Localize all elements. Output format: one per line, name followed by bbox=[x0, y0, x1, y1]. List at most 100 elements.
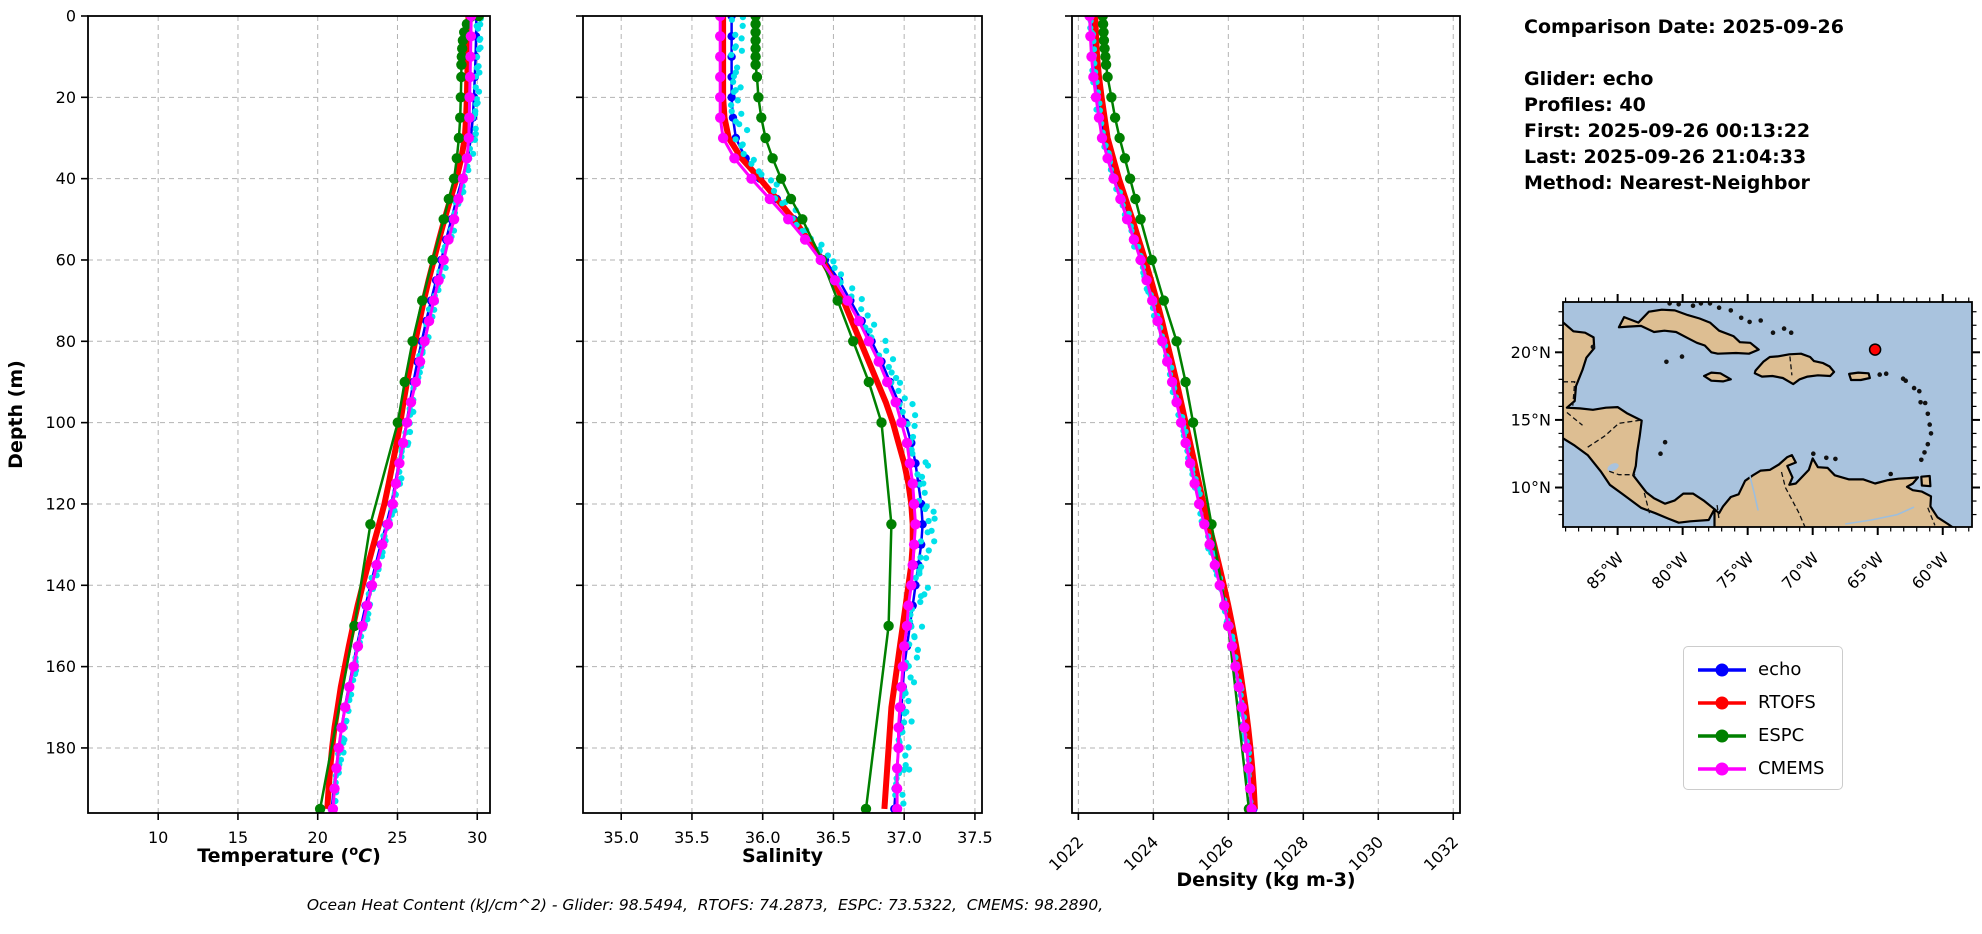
small-island bbox=[1679, 354, 1685, 359]
map-frame bbox=[1562, 301, 1973, 528]
land-yucatan_central_america bbox=[1563, 320, 1716, 524]
gridlines bbox=[88, 15, 490, 813]
small-island bbox=[1928, 431, 1934, 436]
small-island bbox=[1883, 371, 1889, 377]
last-time-line: Last: 2025-09-26 21:04:33 bbox=[1524, 146, 1807, 168]
series-line-CMEMS bbox=[718, 16, 917, 809]
xaxis-label-temperature: Temperature (oC) bbox=[197, 844, 381, 867]
series-line-RTOFS bbox=[720, 16, 916, 810]
small-island bbox=[1888, 471, 1893, 477]
map-lon-label: 60°W bbox=[1908, 548, 1953, 593]
small-island bbox=[1788, 330, 1794, 336]
small-island bbox=[1811, 451, 1816, 457]
svg-text:35.0: 35.0 bbox=[603, 828, 639, 847]
scatter-glider-raw-profiles bbox=[728, 16, 938, 807]
legend-label-cmems: CMEMS bbox=[1758, 758, 1825, 779]
svg-text:37.0: 37.0 bbox=[886, 828, 922, 847]
country-border bbox=[1780, 471, 1806, 527]
info-spacer bbox=[1524, 40, 1844, 66]
small-island bbox=[1676, 302, 1681, 307]
legend-label-echo: echo bbox=[1758, 659, 1802, 680]
legend-item-echo: echo bbox=[1684, 653, 1842, 686]
small-island bbox=[1911, 385, 1917, 391]
series-line-CMEMS bbox=[331, 16, 473, 810]
country-border bbox=[1789, 356, 1793, 376]
location-map: 85°W 80°W 75°W 70°W 65°W 60°W 20°N 15°N 10°N bbox=[1511, 294, 1980, 593]
small-island bbox=[1922, 450, 1927, 455]
small-island bbox=[1919, 457, 1924, 463]
legend-marker-cmems bbox=[1698, 762, 1746, 775]
small-island bbox=[1747, 319, 1752, 325]
svg-text:0: 0 bbox=[66, 7, 76, 26]
series-markers-echo bbox=[1088, 16, 1258, 813]
first-time-line: First: 2025-09-26 00:13:22 bbox=[1524, 120, 1811, 142]
gridlines bbox=[583, 15, 982, 813]
svg-text:1032: 1032 bbox=[1420, 832, 1462, 874]
map-lake bbox=[1607, 463, 1619, 472]
small-island bbox=[1590, 344, 1596, 350]
svg-text:100: 100 bbox=[45, 413, 76, 432]
map-content bbox=[1563, 302, 1972, 527]
svg-text:80: 80 bbox=[56, 332, 76, 351]
gridlines bbox=[1072, 15, 1460, 813]
scatter-glider-raw-profiles bbox=[1087, 16, 1255, 806]
country-border bbox=[1716, 505, 1720, 521]
small-island bbox=[1658, 451, 1663, 457]
small-island bbox=[1903, 378, 1908, 384]
svg-text:40: 40 bbox=[56, 169, 76, 188]
map-lat-label: 10°N bbox=[1511, 478, 1551, 497]
series-line-RTOFS bbox=[1092, 16, 1258, 810]
axis-ticks: 10 15 20 25 30 0 20 40 60 80 100 120 140 160 180 bbox=[45, 7, 487, 848]
land-trinidad bbox=[1920, 474, 1932, 488]
svg-text:10: 10 bbox=[148, 828, 168, 847]
small-island bbox=[1781, 326, 1787, 331]
series-markers-CMEMS bbox=[715, 16, 921, 813]
svg-text:120: 120 bbox=[45, 494, 76, 513]
svg-text:37.5: 37.5 bbox=[957, 828, 993, 847]
svg-text:1024: 1024 bbox=[1120, 832, 1162, 874]
country-border bbox=[1608, 470, 1636, 476]
panel-frame bbox=[87, 15, 491, 814]
small-island bbox=[1690, 303, 1696, 309]
legend-marker-espc bbox=[1698, 729, 1746, 742]
small-island bbox=[1877, 372, 1882, 377]
country-border bbox=[1927, 507, 1936, 526]
svg-text:180: 180 bbox=[45, 738, 76, 757]
glider-name-line: Glider: echo bbox=[1524, 68, 1654, 90]
small-island bbox=[1662, 439, 1668, 445]
svg-text:1022: 1022 bbox=[1045, 832, 1087, 874]
series-markers-CMEMS bbox=[1084, 16, 1257, 813]
small-island bbox=[1925, 441, 1931, 447]
map-river bbox=[1845, 506, 1915, 525]
small-island bbox=[1917, 388, 1922, 394]
small-island bbox=[1707, 302, 1713, 306]
comparison-info: Comparison Date: 2025-09-26 Glider: echo… bbox=[1524, 14, 1844, 196]
land-cuba bbox=[1617, 308, 1760, 355]
series-group bbox=[314, 16, 484, 813]
small-island bbox=[1698, 302, 1704, 306]
map-lon-label: 85°W bbox=[1583, 548, 1628, 593]
xaxis-label-salinity: Salinity bbox=[742, 845, 824, 867]
panel-temperature: 10 15 20 25 30 0 20 40 60 80 100 120 140 160 180 Temper… bbox=[5, 7, 491, 867]
glider-location-marker bbox=[1868, 343, 1882, 356]
small-island bbox=[1664, 359, 1669, 365]
map-lon-label: 75°W bbox=[1713, 548, 1758, 593]
country-border bbox=[1643, 492, 1651, 514]
small-island bbox=[1667, 302, 1672, 306]
series-line-RTOFS bbox=[324, 16, 472, 810]
comparison-date: Comparison Date: 2025-09-26 bbox=[1524, 16, 1844, 38]
map-lon-label: 70°W bbox=[1778, 548, 1823, 593]
small-island bbox=[1925, 411, 1931, 417]
yaxis-label-depth: Depth (m) bbox=[5, 360, 27, 469]
map-lon-label: 65°W bbox=[1843, 548, 1888, 593]
land-hispaniola bbox=[1753, 352, 1836, 386]
legend-item-rtofs: RTOFS bbox=[1684, 686, 1842, 719]
map-river bbox=[1748, 474, 1759, 511]
series-markers-CMEMS bbox=[327, 16, 477, 813]
svg-text:20: 20 bbox=[308, 828, 328, 847]
method-line: Method: Nearest-Neighbor bbox=[1524, 172, 1810, 194]
legend: echo RTOFS ESPC CMEMS bbox=[1683, 646, 1843, 790]
land-south_america bbox=[1713, 454, 1955, 527]
